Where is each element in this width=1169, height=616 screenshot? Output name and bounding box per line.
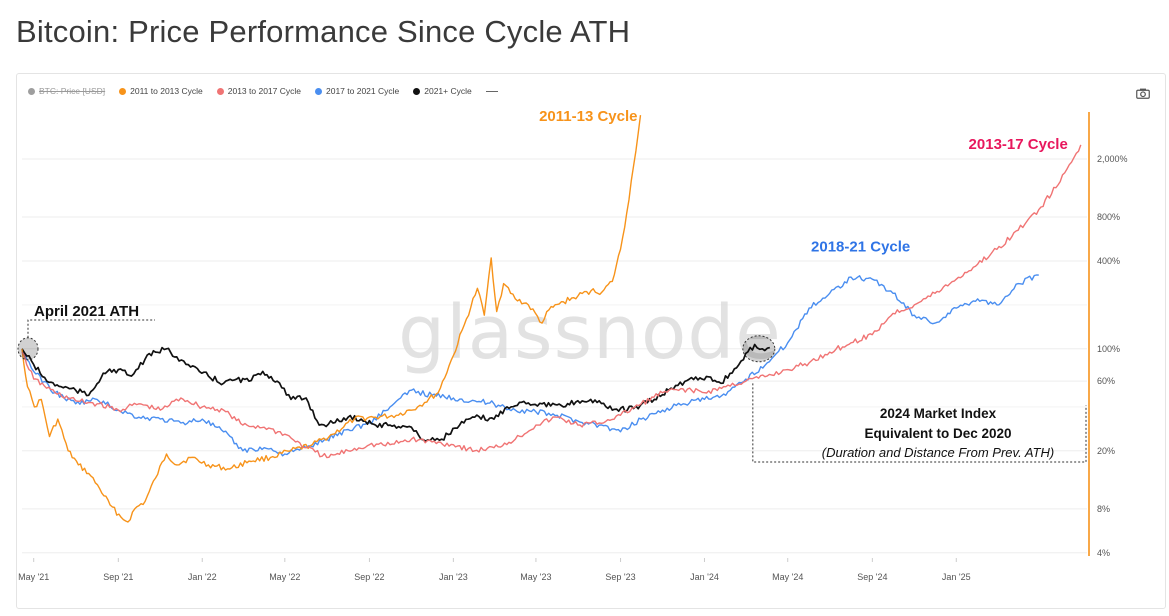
current-marker-circle — [742, 335, 776, 363]
series-line-2021-cycle — [21, 343, 770, 442]
legend-label-2021-cycle: 2021+ Cycle — [424, 86, 472, 96]
label-april-2021-ath: April 2021 ATH — [34, 303, 139, 320]
market-index-line2: Equivalent to Dec 2020 — [864, 426, 1011, 441]
market-index-line3: (Duration and Distance From Prev. ATH) — [822, 445, 1054, 460]
x-tick-label: May '21 — [18, 572, 49, 582]
annotation-layer: 2011-13 Cycle 2013-17 Cycle 2018-21 Cycl… — [17, 108, 1087, 463]
legend-label-2011-cycle: 2011 to 2013 Cycle — [130, 86, 203, 96]
legend-item-2017-cycle[interactable]: 2017 to 2021 Cycle — [315, 86, 399, 96]
x-tick-label: Jan '25 — [942, 572, 971, 582]
y-tick-label: 20% — [1097, 446, 1115, 456]
x-tick-label: Sep '24 — [857, 572, 887, 582]
legend-item-2013-cycle[interactable]: 2013 to 2017 Cycle — [216, 86, 301, 96]
legend-label-btc-price: BTC: Price [USD] — [39, 86, 106, 96]
y-tick-label: 100% — [1097, 344, 1120, 354]
market-index-line1: 2024 Market Index — [880, 406, 997, 421]
x-tick-label: May '23 — [520, 572, 551, 582]
y-tick-label: 60% — [1097, 376, 1115, 386]
legend-label-2017-cycle: 2017 to 2021 Cycle — [326, 86, 400, 96]
watermark: glassnode — [398, 290, 782, 376]
y-tick-label: 2,000% — [1097, 154, 1128, 164]
series-layer — [21, 115, 1082, 523]
label-2018-21-cycle: 2018-21 Cycle — [811, 238, 910, 255]
legend-item-2011-cycle[interactable]: 2011 to 2013 Cycle — [119, 86, 203, 96]
legend-line-marker — [485, 90, 498, 92]
y-tick-label: 800% — [1097, 212, 1120, 222]
x-tick-label: May '22 — [269, 572, 300, 582]
x-tick-label: Jan '22 — [188, 572, 217, 582]
market-index-box — [752, 383, 1087, 463]
page-title: Bitcoin: Price Performance Since Cycle A… — [16, 14, 631, 49]
x-tick-label: Sep '21 — [103, 572, 133, 582]
x-axis-ticks: May '21 Sep '21 Jan '22 May '22 Sep '22 Jan '… — [18, 558, 971, 582]
legend-dot-2021-cycle — [413, 87, 421, 95]
y-tick-label: 8% — [1097, 504, 1110, 514]
legend-item-line[interactable] — [485, 90, 498, 92]
legend-item-btc-price[interactable]: BTC: Price [USD] — [28, 86, 105, 96]
x-tick-label: Sep '23 — [605, 572, 635, 582]
series-line-2017-to-2021-cycle — [21, 274, 1039, 457]
legend-dot-btc-price — [28, 87, 35, 95]
legend-dot-2013-cycle — [216, 87, 224, 95]
legend-label-2013-cycle: 2013 to 2017 Cycle — [227, 86, 301, 96]
legend-item-2021-cycle[interactable]: 2021+ Cycle — [413, 86, 472, 96]
x-tick-label: Jan '23 — [439, 572, 468, 582]
ath-leader-line — [27, 319, 155, 338]
series-line-2013-to-2017-cycle — [21, 144, 1082, 459]
legend-dot-2017-cycle — [315, 87, 322, 95]
x-tick-label: Sep '22 — [354, 572, 384, 582]
label-2011-13-cycle: 2011-13 Cycle — [539, 108, 637, 125]
chart-frame — [16, 73, 1166, 609]
series-line-2011-to-2013-cycle — [21, 115, 642, 523]
chart-legend: BTC: Price [USD] 2011 to 2013 Cycle 2013… — [28, 84, 498, 98]
x-tick-label: Jan '24 — [690, 572, 719, 582]
y-axis-ticks: 4% 8% 20% 60% 100% 400% 800% 2,000% — [1097, 154, 1128, 558]
y-tick-label: 4% — [1097, 548, 1110, 558]
ath-marker-circle — [17, 337, 39, 361]
label-2013-17-cycle: 2013-17 Cycle — [969, 136, 1068, 153]
y-tick-label: 400% — [1097, 256, 1120, 266]
camera-icon[interactable] — [1136, 88, 1150, 99]
legend-dot-2011-cycle — [119, 87, 127, 95]
x-tick-label: May '24 — [772, 572, 803, 582]
